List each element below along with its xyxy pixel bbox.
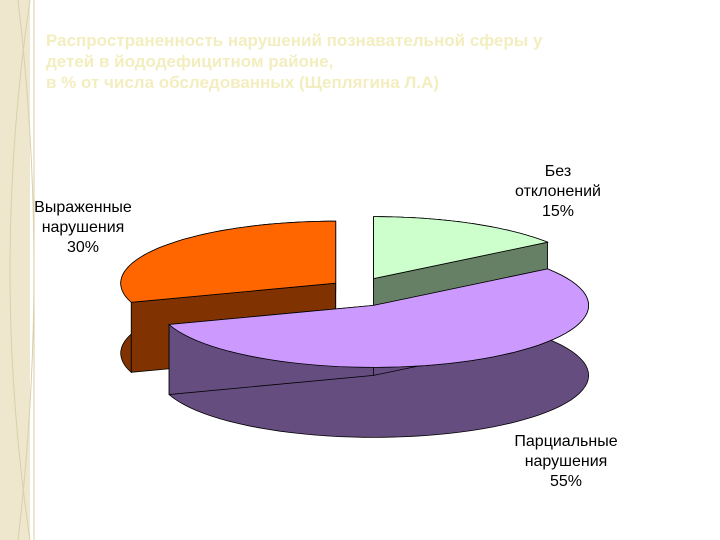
slice-label: Без отклонений 15% — [473, 162, 643, 222]
decor-curve — [9, 0, 31, 540]
slice — [168, 268, 590, 368]
slice-label: Выраженные нарушения 30% — [0, 198, 168, 258]
category-label: Без отклонений — [515, 163, 601, 200]
side-strip — [0, 0, 30, 540]
category-label: Выраженные нарушения — [34, 199, 132, 236]
slice — [120, 220, 337, 303]
chart-title: Распространенность нарушений познаватель… — [46, 31, 543, 92]
slice-label: Парциальные нарушения 55% — [481, 432, 651, 492]
value-label: 30% — [66, 239, 100, 256]
pie — [120, 216, 590, 438]
value-label: 15% — [541, 203, 575, 220]
value-label: 55% — [549, 473, 583, 490]
slice — [373, 216, 549, 280]
category-label: Парциальные нарушения — [514, 433, 618, 470]
